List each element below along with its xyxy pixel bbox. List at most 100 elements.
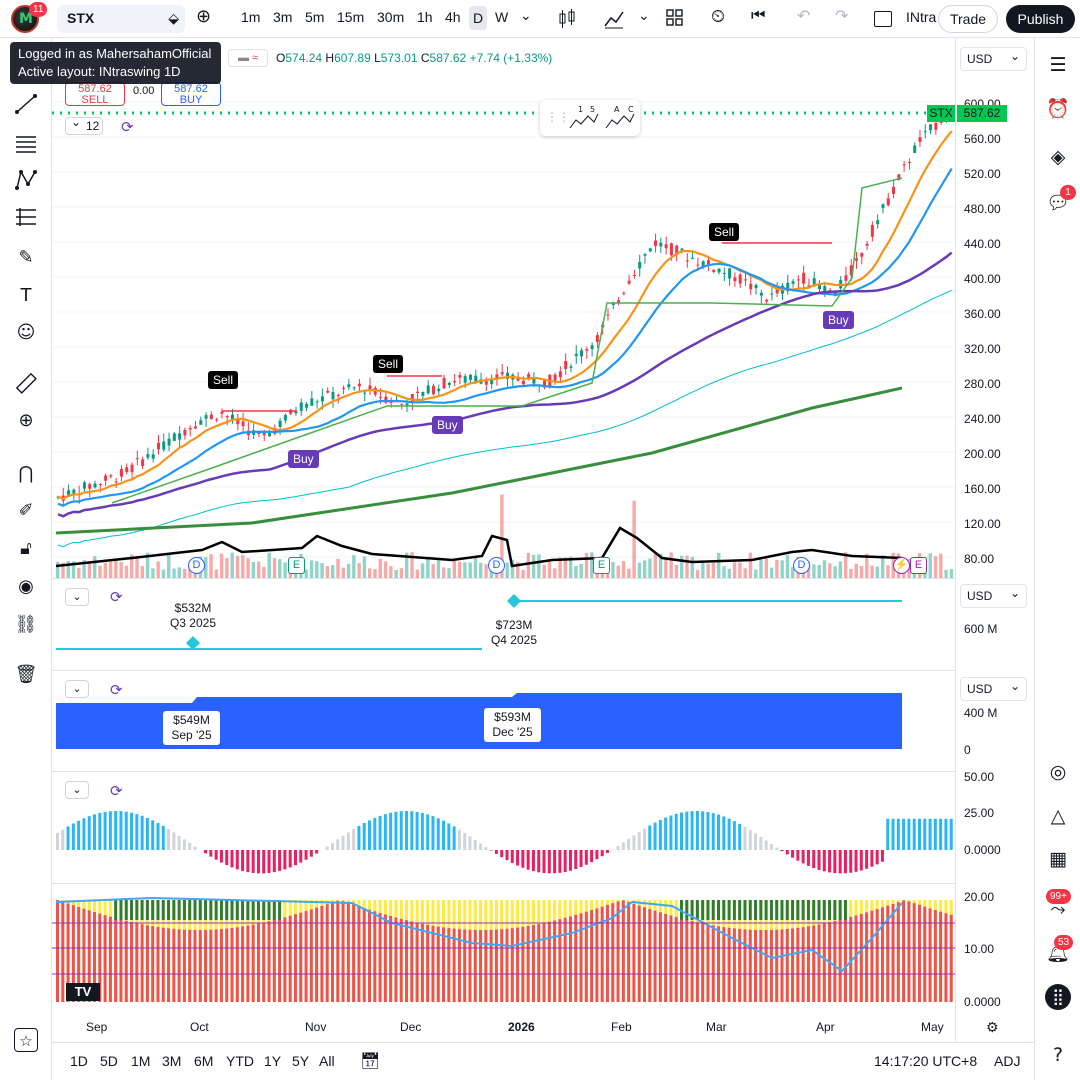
adjust-toggle[interactable]: ADJ xyxy=(994,1053,1021,1069)
currency-select[interactable]: USD xyxy=(960,45,1027,71)
dividend-event-icon[interactable]: D xyxy=(188,557,205,574)
pane3-collapse-button[interactable]: ⌄ xyxy=(65,680,89,698)
range-1y[interactable]: 1Y xyxy=(264,1053,282,1069)
pane-divider[interactable] xyxy=(52,771,955,772)
buy-button[interactable]: 587.62 BUY xyxy=(161,82,221,106)
buy-signal[interactable]: Buy xyxy=(823,311,854,329)
layers-icon[interactable]: ◈ xyxy=(1050,146,1066,168)
legend-toggle-icon[interactable]: ▬ ≈ xyxy=(228,49,268,67)
text-tool-icon[interactable]: T xyxy=(20,285,32,306)
calendar-icon[interactable]: ▦ xyxy=(1049,848,1067,870)
timeframe-15m[interactable]: 15m xyxy=(337,9,365,25)
emoji-icon[interactable]: ☺ xyxy=(16,322,36,343)
lock-icon[interactable]: 🔓︎ xyxy=(20,538,32,559)
zoom-in-icon[interactable]: ⊕ xyxy=(18,410,34,431)
lightning-event-icon[interactable]: ⚡ xyxy=(893,557,910,574)
redo-icon[interactable]: ↷ xyxy=(835,8,849,25)
earnings-event-icon[interactable]: E xyxy=(288,557,305,574)
pane2-refresh-icon[interactable]: ⟳ xyxy=(110,589,123,606)
brush-icon[interactable]: ✎ xyxy=(18,247,34,268)
publish-button[interactable]: Publish xyxy=(1006,5,1075,33)
earnings-event-icon[interactable]: E xyxy=(910,557,927,574)
sell-signal[interactable]: Sell xyxy=(373,355,404,373)
pane2-collapse-button[interactable]: ⌄ xyxy=(65,588,89,606)
undo-icon[interactable]: ↶ xyxy=(797,8,811,25)
pane4-refresh-icon[interactable]: ⟳ xyxy=(110,783,123,800)
sell-button[interactable]: 587.62 SELL xyxy=(65,82,125,106)
indicators-dropdown-icon[interactable]: ⌄ xyxy=(638,7,650,23)
refresh-icon[interactable]: ⟳ xyxy=(121,119,134,136)
pattern-tool-icon[interactable] xyxy=(14,168,38,192)
candle-type-icon[interactable] xyxy=(557,8,577,30)
apps-grid-icon[interactable]: ⣿ xyxy=(1045,984,1071,1010)
trash-icon[interactable]: 🗑︎ xyxy=(14,664,38,685)
symbol-options-icon[interactable]: ⬙ xyxy=(168,10,179,26)
pane-divider[interactable] xyxy=(52,883,955,884)
range-1d[interactable]: 1D xyxy=(70,1053,88,1069)
timeframe-d[interactable]: D xyxy=(469,6,488,30)
link-icon[interactable]: ⛓︎ xyxy=(14,614,38,635)
alert-clock-icon[interactable]: ⏲ xyxy=(711,6,726,26)
trade-button[interactable]: Trade xyxy=(938,5,998,33)
range-all[interactable]: All xyxy=(319,1053,335,1069)
clock[interactable]: 14:17:20 UTC+8 xyxy=(874,1053,978,1069)
timeframe-30m[interactable]: 30m xyxy=(377,9,405,25)
timeframe-3m[interactable]: 3m xyxy=(273,9,293,25)
price-scale[interactable] xyxy=(955,38,1034,1042)
help-icon[interactable]: ? xyxy=(1052,1044,1064,1066)
indicators-icon[interactable] xyxy=(603,8,625,30)
dividend-event-icon[interactable]: D xyxy=(793,557,810,574)
trend-line-icon[interactable] xyxy=(14,92,38,116)
timeframe-1h[interactable]: 1h xyxy=(417,9,433,25)
timeframe-5m[interactable]: 5m xyxy=(305,9,325,25)
buy-signal[interactable]: Buy xyxy=(288,450,319,468)
sell-signal[interactable]: Sell xyxy=(208,371,239,389)
timeframe-w[interactable]: W xyxy=(495,9,509,25)
watchlist-icon[interactable]: ☰ xyxy=(1049,54,1067,76)
pane3-currency-select[interactable]: USD xyxy=(960,675,1027,701)
range-1m[interactable]: 1M xyxy=(131,1053,151,1069)
drag-handle-icon[interactable]: ⋮⋮ xyxy=(546,110,570,124)
timeframe-1m[interactable]: 1m xyxy=(241,9,261,25)
compare-add-icon[interactable]: ⊕ xyxy=(196,6,212,26)
pane-divider[interactable] xyxy=(52,670,955,671)
replay-icon[interactable]: ⏮ xyxy=(751,7,766,24)
fullscreen-icon[interactable] xyxy=(874,11,892,27)
draw-mode-icon[interactable]: ✐ xyxy=(18,500,34,521)
timeframe-dropdown-icon[interactable]: ⌄ xyxy=(520,7,532,23)
magnet-icon[interactable]: ⋂ xyxy=(18,463,34,484)
horizontal-lines-icon[interactable] xyxy=(14,132,38,156)
layout-grid-icon[interactable] xyxy=(666,9,684,27)
time-axis-settings-icon[interactable]: ⚙ xyxy=(986,1019,999,1035)
ruler-icon[interactable] xyxy=(14,371,38,395)
sell-signal[interactable]: Sell xyxy=(709,223,740,241)
mountain-icon[interactable]: △ xyxy=(1050,805,1066,827)
range-3m[interactable]: 3M xyxy=(162,1053,182,1069)
eye-icon[interactable]: ◉ xyxy=(18,576,34,597)
date-range-calendar-icon[interactable]: 📅︎ xyxy=(360,1053,381,1070)
symbol-search[interactable]: STX ⬙ xyxy=(57,5,185,33)
earnings-event-icon[interactable]: E xyxy=(593,557,610,574)
buy-signal[interactable]: Buy xyxy=(432,416,463,434)
range-6m[interactable]: 6M xyxy=(194,1053,214,1069)
fib-tool-icon[interactable] xyxy=(14,206,38,230)
tradingview-logo[interactable]: TV xyxy=(66,983,100,1001)
timeframe-4h[interactable]: 4h xyxy=(445,9,461,25)
alerts-clock-icon[interactable]: ⏰ xyxy=(1046,98,1070,120)
pane4-collapse-button[interactable]: ⌄ xyxy=(65,781,89,799)
range-5y[interactable]: 5Y xyxy=(292,1053,310,1069)
dividend-event-icon[interactable]: D xyxy=(488,557,505,574)
pane3-refresh-icon[interactable]: ⟳ xyxy=(110,682,123,699)
gauge-icon[interactable]: ◎ xyxy=(1049,761,1067,783)
range-5d[interactable]: 5D xyxy=(100,1053,118,1069)
interval-input[interactable]: 12 xyxy=(65,114,103,135)
layout-name[interactable]: INtra xyxy=(906,9,937,25)
favorites-star-icon[interactable]: ☆ xyxy=(14,1028,38,1052)
chart-canvas[interactable] xyxy=(52,38,1034,1042)
range-ytd[interactable]: YTD xyxy=(226,1053,254,1069)
pane2-currency-select[interactable]: USD xyxy=(960,582,1027,608)
pane-divider[interactable] xyxy=(52,578,955,579)
